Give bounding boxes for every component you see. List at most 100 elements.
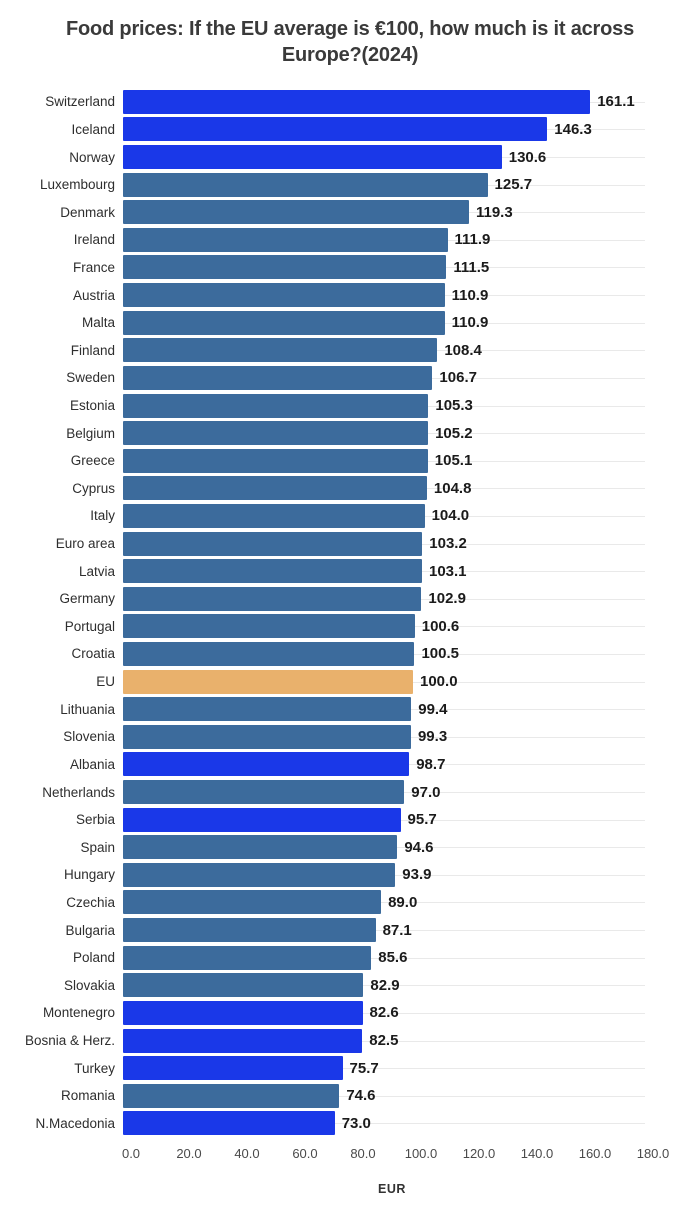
category-label: France xyxy=(72,259,115,275)
plot-cell: 100.0 xyxy=(123,668,645,696)
bar-value-label: 93.9 xyxy=(402,866,432,884)
bar xyxy=(123,586,422,611)
plot-cell: 98.7 xyxy=(123,751,645,779)
category-label: Switzerland xyxy=(45,94,115,110)
bar xyxy=(123,752,410,777)
bar-value-label: 161.1 xyxy=(597,93,635,111)
bar-row: EU 100.0 xyxy=(0,668,700,696)
plot-cell: 99.4 xyxy=(123,695,645,723)
x-tick-label: 40.0 xyxy=(234,1146,260,1161)
bar-value-label: 119.3 xyxy=(475,203,513,221)
bar-row: Spain 94.6 xyxy=(0,833,700,861)
bar-value-label: 106.7 xyxy=(439,369,477,387)
bar xyxy=(123,145,502,170)
category-label: Denmark xyxy=(60,204,115,220)
bar xyxy=(123,1000,363,1025)
bar-value-label: 105.1 xyxy=(434,452,473,470)
bar-row: Iceland 146.3 xyxy=(0,116,700,144)
bar xyxy=(123,1111,335,1136)
bar-row: Estonia 105.3 xyxy=(0,392,700,420)
bar-value-label: 75.7 xyxy=(349,1059,379,1077)
bar-row: Finland 108.4 xyxy=(0,336,700,364)
plot-cell: 119.3 xyxy=(123,198,645,226)
gridline xyxy=(123,1040,645,1042)
category-label: Slovenia xyxy=(63,729,115,745)
plot-cell: 104.0 xyxy=(123,502,645,530)
bar-row: Netherlands 97.0 xyxy=(0,778,700,806)
gridline xyxy=(123,930,645,932)
bar-value-label: 111.9 xyxy=(454,231,491,249)
category-label: Germany xyxy=(59,591,115,607)
bar-value-label: 97.0 xyxy=(411,783,441,801)
gridline xyxy=(123,1123,645,1125)
category-label: Netherlands xyxy=(42,784,115,800)
x-axis: 0.0 20.0 40.0 60.0 80.0 100.0 120.0 140.0 160.0 1… xyxy=(122,1146,669,1164)
plot-cell: 94.6 xyxy=(123,833,645,861)
bar xyxy=(123,365,433,390)
category-label: Luxembourg xyxy=(39,177,115,193)
bar xyxy=(123,117,548,142)
bar-value-label: 82.5 xyxy=(369,1032,399,1050)
bar-row: Poland 85.6 xyxy=(0,944,700,972)
plot-cell: 111.9 xyxy=(123,226,645,254)
bar xyxy=(123,448,428,473)
bar xyxy=(123,338,438,363)
bar-value-label: 105.3 xyxy=(435,397,473,414)
plot-cell: 161.1 xyxy=(123,88,645,116)
plot-cell: 87.1 xyxy=(123,916,645,944)
bar-value-label: 130.6 xyxy=(508,148,547,166)
category-label: Czechia xyxy=(66,894,115,910)
bar-row: Sweden 106.7 xyxy=(0,364,700,392)
bar-row: Italy 104.0 xyxy=(0,502,700,530)
bar xyxy=(123,697,412,722)
category-label: EU xyxy=(96,674,115,690)
bar xyxy=(123,780,405,805)
bar xyxy=(123,945,372,970)
category-label: Turkey xyxy=(74,1060,115,1076)
bar-row: Slovenia 99.3 xyxy=(0,723,700,751)
x-tick-label: 100.0 xyxy=(404,1146,438,1161)
bar-row: Romania 74.6 xyxy=(0,1082,700,1110)
bar-row: Luxembourg 125.7 xyxy=(0,171,700,199)
bar-value-label: 104.0 xyxy=(431,507,470,525)
plot-cell: 89.0 xyxy=(123,889,645,917)
bar-value-label: 125.7 xyxy=(494,176,533,194)
bar-row: Turkey 75.7 xyxy=(0,1054,700,1082)
category-label: Albania xyxy=(69,756,115,772)
plot-cell: 108.4 xyxy=(123,336,645,364)
plot-cell: 74.6 xyxy=(123,1082,645,1110)
chart-title: Food prices: If the EU average is €100, … xyxy=(66,18,634,66)
bar xyxy=(123,531,423,556)
bar-row: Hungary 93.9 xyxy=(0,861,700,889)
x-tick-label: 140.0 xyxy=(520,1146,554,1161)
plot-cell: 110.9 xyxy=(123,281,645,309)
bar-row: N.Macedonia 73.0 xyxy=(0,1110,700,1138)
category-label: Lithuania xyxy=(60,701,115,717)
plot-cell: 97.0 xyxy=(123,778,645,806)
bar-rows-container: Switzerland 161.1 Iceland 146.3 Norway 130.6 L… xyxy=(0,88,700,1137)
category-label: Poland xyxy=(72,950,115,966)
bar xyxy=(123,393,429,418)
bar xyxy=(123,503,425,528)
gridline xyxy=(123,1012,645,1014)
bar-value-label: 98.7 xyxy=(416,755,446,773)
plot-cell: 130.6 xyxy=(123,143,645,171)
x-tick-label: 80.0 xyxy=(350,1146,376,1161)
plot-cell: 75.7 xyxy=(123,1054,645,1082)
bar xyxy=(123,255,447,280)
gridline xyxy=(123,902,645,904)
category-label: Croatia xyxy=(71,646,115,662)
gridline xyxy=(123,1068,645,1070)
bar-row: Latvia 103.1 xyxy=(0,557,700,585)
category-label: Cyprus xyxy=(72,480,115,496)
bar-row: Serbia 95.7 xyxy=(0,806,700,834)
bar-row: France 111.5 xyxy=(0,254,700,282)
bar-row: Bulgaria 87.1 xyxy=(0,916,700,944)
bar-row: Switzerland 161.1 xyxy=(0,88,700,116)
bar-row: Bosnia & Herz. 82.5 xyxy=(0,1027,700,1055)
bar-value-label: 85.6 xyxy=(378,949,408,967)
plot-cell: 105.3 xyxy=(123,392,645,420)
category-label: Belgium xyxy=(66,425,115,441)
category-label: Estonia xyxy=(69,398,115,413)
